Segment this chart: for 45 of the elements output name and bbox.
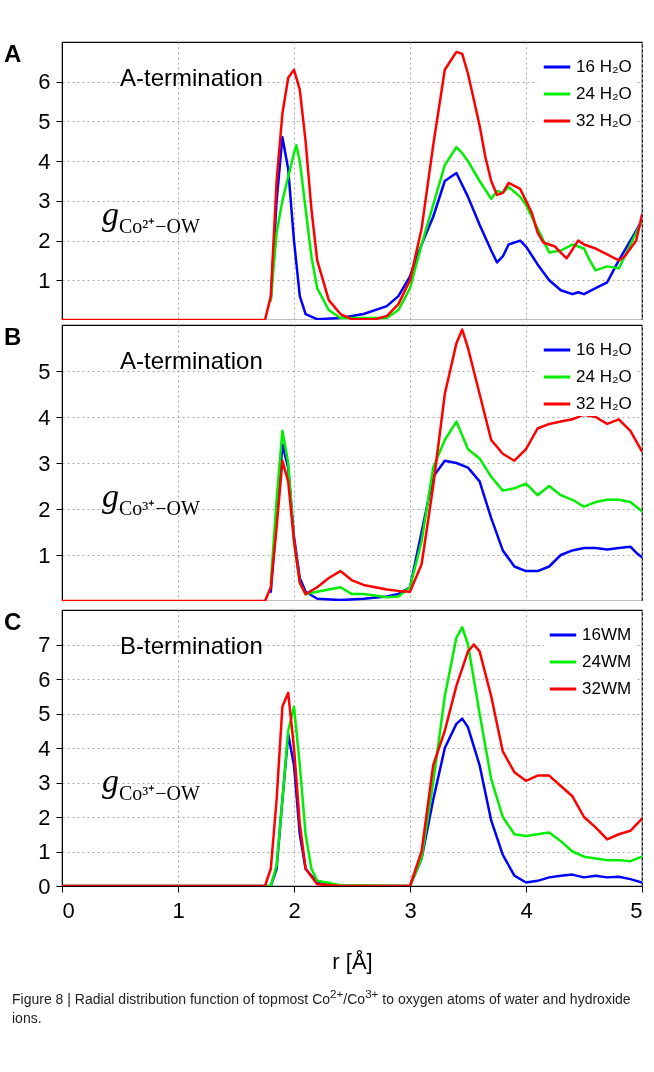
y-tick-label: 4 [38, 735, 51, 761]
x-axis-title: r [Å] [332, 948, 373, 974]
annotation: g$_{Co³⁺−OW}$ [102, 761, 200, 806]
text: C [4, 608, 22, 636]
annotation: A-termination [120, 64, 263, 92]
y-tick-label: 2 [38, 496, 51, 522]
annotation: g$_{Co²⁺−OW}$ [102, 194, 200, 239]
y-tick-label: 3 [38, 188, 51, 214]
y-tick-label: 6 [38, 666, 51, 692]
y-tick-label: 1 [38, 267, 51, 293]
y-tick-label: 0 [38, 873, 51, 899]
text: Figure 8 | Radial distribution function of topmost Co$^{2+}$/Co$^{3+}$ to oxygen atoms of water and hydroxide ions. [12, 987, 631, 1027]
y-tick-label: 4 [38, 404, 51, 430]
x-tick-label: 3 [404, 897, 417, 923]
y-tick-label: 2 [38, 804, 51, 830]
x-tick-label: 1 [172, 897, 185, 923]
legend-label: 24 H₂O [576, 367, 632, 386]
legend-label: 32WM [582, 679, 632, 698]
x-tick-label: 0 [62, 897, 75, 923]
legend-label: 32 H₂O [576, 111, 632, 130]
y-tick-label: 6 [38, 69, 51, 95]
x-tick-label: 4 [520, 897, 533, 923]
legend-label: 32 H₂O [576, 394, 632, 413]
y-tick-label: 2 [38, 228, 51, 254]
y-tick-label: 4 [38, 148, 51, 174]
y-tick-label: 5 [38, 358, 51, 384]
legend-label: 24WM [582, 652, 632, 671]
text: B [4, 323, 22, 351]
y-tick-label: 1 [38, 839, 51, 864]
x-tick-label: 2 [288, 897, 301, 923]
text: A [4, 40, 22, 68]
y-tick-label: 7 [38, 632, 51, 657]
x-tick-label: 5 [630, 897, 643, 923]
legend-label: 16 H₂O [576, 57, 632, 76]
legend-label: 16WM [582, 625, 632, 644]
y-tick-label: 1 [38, 542, 51, 568]
legend-label: 24 H₂O [576, 84, 632, 103]
annotation: B-termination [120, 632, 263, 660]
legend-label: 16 H₂O [576, 340, 632, 359]
y-tick-label: 5 [38, 108, 51, 134]
y-tick-label: 5 [38, 701, 51, 726]
annotation: g$_{Co³⁺−OW}$ [102, 476, 200, 521]
annotation: A-termination [120, 347, 263, 375]
y-tick-label: 3 [38, 770, 51, 795]
y-tick-label: 3 [38, 450, 51, 476]
